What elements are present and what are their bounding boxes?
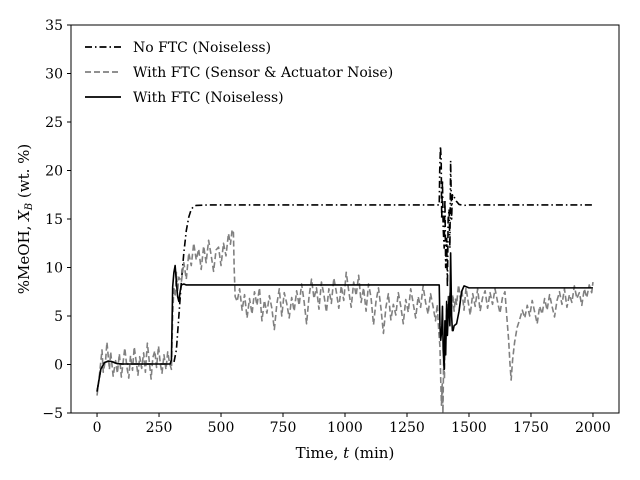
legend-label-1: With FTC (Sensor & Actuator Noise) [133,65,393,81]
x-tick-label: 1250 [389,420,425,436]
x-tick-label: 0 [93,420,102,436]
y-tick-label: −5 [42,406,63,422]
series-line-1 [96,228,594,413]
y-tick-label: 35 [45,18,63,34]
y-tick-label: 30 [45,67,63,83]
legend-label-0: No FTC (Noiseless) [133,40,271,56]
x-tick-label: 1000 [327,420,363,436]
y-tick-label: 5 [54,309,63,325]
series-line-2 [96,252,593,392]
y-tick-label: 10 [45,261,63,277]
x-tick-label: 750 [270,420,297,436]
y-tick-label: 0 [54,358,63,374]
y-axis-title: %MeOH, XB​ (wt. %) [15,144,35,295]
x-tick-label: 250 [146,420,173,436]
y-tick-label: 15 [45,212,63,228]
x-axis-label: Time, t (min) [296,444,395,462]
series-layer [96,145,594,413]
x-tick-label: 1750 [513,420,549,436]
legend: No FTC (Noiseless) With FTC (Sensor & Act… [85,40,393,106]
y-tick-label: 25 [45,115,63,131]
y-axis-label: %MeOH, XB​ (wt. %) [15,144,35,295]
x-axis: 0 250 500 750 1000 1250 1500 1750 2000 [93,413,611,436]
x-tick-label: 500 [208,420,235,436]
legend-label-2: With FTC (Noiseless) [133,90,284,106]
x-tick-label: 1500 [451,420,487,436]
y-tick-label: 20 [45,164,63,180]
y-axis: −5 0 5 10 15 20 25 30 35 [42,18,71,422]
x-axis-title: Time, t (min) [296,444,395,462]
x-tick-label: 2000 [575,420,611,436]
